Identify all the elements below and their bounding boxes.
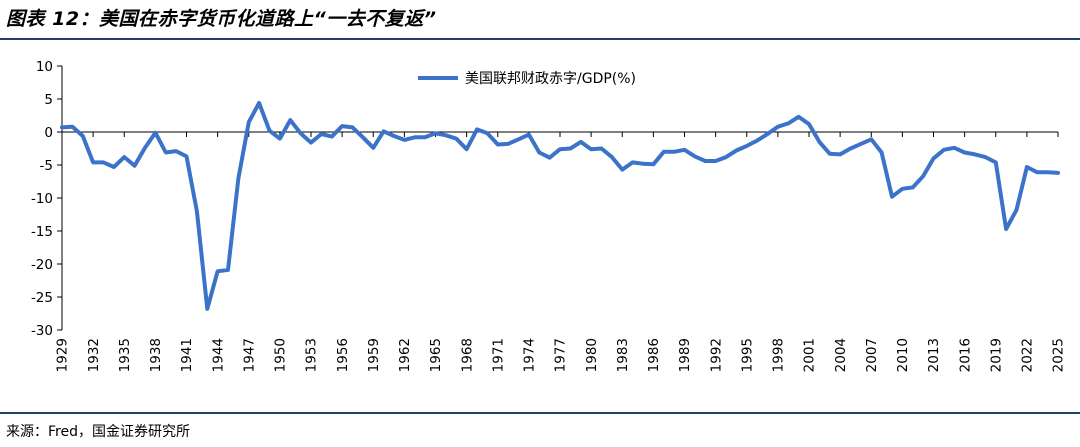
x-tick-label: 1959 [366,338,382,372]
x-tick-label: 2025 [1051,338,1067,372]
x-tick-label: 2010 [895,338,911,372]
header-rule [0,38,1080,40]
x-tick-label: 2007 [864,338,880,372]
x-tick-label: 1944 [210,338,226,372]
x-tick-label: 1950 [273,338,289,372]
y-tick-label: -5 [40,158,53,174]
y-tick-label: 10 [36,59,53,75]
y-tick-label: 0 [44,125,53,141]
source-note: 来源：Fred，国金证券研究所 [6,424,190,440]
x-tick-label: 1929 [55,338,71,372]
x-tick-label: 2004 [833,338,849,372]
x-tick-label: 1956 [335,338,351,372]
x-tick-label: 1986 [646,338,662,372]
x-tick-label: 2013 [926,338,942,372]
x-tick-label: 1995 [739,338,755,372]
footer-rule [0,412,1080,414]
x-tick-label: 1935 [117,338,133,372]
y-tick-label: 5 [44,92,53,108]
x-tick-label: 1938 [148,338,164,372]
x-tick-label: 1968 [459,338,475,372]
legend-label: 美国联邦财政赤字/GDP(%) [465,71,636,87]
x-tick-label: 1980 [584,338,600,372]
x-tick-label: 1932 [86,338,102,372]
y-tick-label: -25 [31,290,53,306]
x-tick-label: 1941 [179,338,195,372]
y-tick-label: -30 [31,323,53,339]
series-line-0 [60,101,1060,311]
x-tick-label: 2022 [1020,338,1036,372]
x-tick-label: 1983 [615,338,631,372]
y-tick-label: -10 [31,191,53,207]
x-tick-label: 2016 [957,338,973,372]
x-tick-label: 1992 [708,338,724,372]
x-tick-label: 1989 [677,338,693,372]
x-tick-label: 2019 [988,338,1004,372]
x-tick-label: 1998 [771,338,787,372]
figure-header: 图表 12：美国在赤字货币化道路上“一去不复返” [0,0,1080,40]
x-tick-label: 1974 [522,338,538,372]
y-tick-label: -15 [31,224,53,240]
x-tick-label: 1947 [241,338,257,372]
figure-title: 图表 12：美国在赤字货币化道路上“一去不复返” [6,8,437,30]
x-tick-label: 1953 [304,338,320,372]
x-tick-label: 1971 [490,338,506,372]
x-tick-label: 1962 [397,338,413,372]
y-tick-label: -20 [31,257,53,273]
x-tick-label: 1977 [553,338,569,372]
x-tick-label: 2001 [802,338,818,372]
x-tick-label: 1965 [428,338,444,372]
